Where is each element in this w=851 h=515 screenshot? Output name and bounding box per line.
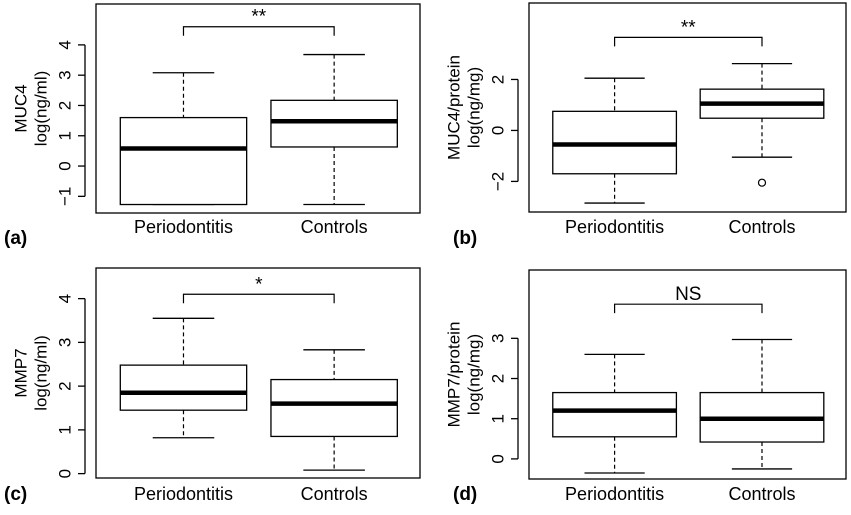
y-axis-title: log(ng/ml) <box>31 335 50 411</box>
y-tick-label: 2 <box>55 101 74 110</box>
significance-label: ** <box>251 7 266 28</box>
y-tick-label: 4 <box>55 294 74 303</box>
category-label: Periodontitis <box>565 217 664 237</box>
plot-frame <box>95 267 421 479</box>
panel-label: (a) <box>4 228 27 249</box>
iqr-box <box>552 391 678 438</box>
y-tick-label: 4 <box>55 40 74 49</box>
y-tick-label: 2 <box>488 374 507 383</box>
y-axis-title: log(ng/ml) <box>31 71 50 147</box>
category-label: Periodontitis <box>134 484 233 504</box>
iqr-box <box>270 99 398 148</box>
significance-bracket <box>613 36 763 47</box>
category-label: Controls <box>728 217 795 237</box>
significance-bracket <box>182 293 335 304</box>
y-tick-label: 1 <box>55 425 74 434</box>
panel-label: (b) <box>453 228 477 249</box>
iqr-box <box>270 378 398 438</box>
y-tick-label: 2 <box>55 381 74 390</box>
y-tick-label: 2 <box>488 75 507 84</box>
y-tick-label: 0 <box>488 454 507 463</box>
y-axis-title: MUC4/protein <box>444 55 463 160</box>
significance-label: * <box>255 274 263 295</box>
y-tick-label: 3 <box>55 338 74 347</box>
panel-label: (d) <box>453 484 477 505</box>
significance-bracket <box>182 26 335 36</box>
y-tick-label: 1 <box>55 131 74 140</box>
category-label: Periodontitis <box>565 484 664 504</box>
category-label: Controls <box>301 217 368 237</box>
significance-label: ** <box>681 17 696 38</box>
y-tick-label: 3 <box>55 70 74 79</box>
y-tick-label: −1 <box>55 187 74 206</box>
y-axis-title: log(ng/mg) <box>464 67 483 148</box>
iqr-box <box>119 364 248 411</box>
y-tick-label: 3 <box>488 334 507 343</box>
y-axis-title: MMP7 <box>11 348 30 397</box>
y-axis-title: log(ng/mg) <box>464 334 483 415</box>
plot-frame <box>528 269 847 480</box>
significance-bracket <box>613 303 763 314</box>
outlier-point <box>757 178 767 187</box>
y-axis-title: MMP7/protein <box>444 322 463 428</box>
significance-label: NS <box>675 284 701 305</box>
y-tick-label: 1 <box>488 414 507 423</box>
y-axis-title: MUC4 <box>11 84 30 132</box>
plot-frame <box>95 3 421 214</box>
iqr-box <box>119 116 248 206</box>
y-tick-label: 0 <box>488 126 507 135</box>
y-tick-label: −2 <box>488 172 507 191</box>
category-label: Controls <box>301 484 368 504</box>
panel-label: (c) <box>4 484 27 505</box>
y-tick-label: 0 <box>55 469 74 478</box>
y-tick-label: 0 <box>55 161 74 170</box>
plot-frame <box>528 2 847 213</box>
category-label: Controls <box>728 484 795 504</box>
category-label: Periodontitis <box>134 217 233 237</box>
